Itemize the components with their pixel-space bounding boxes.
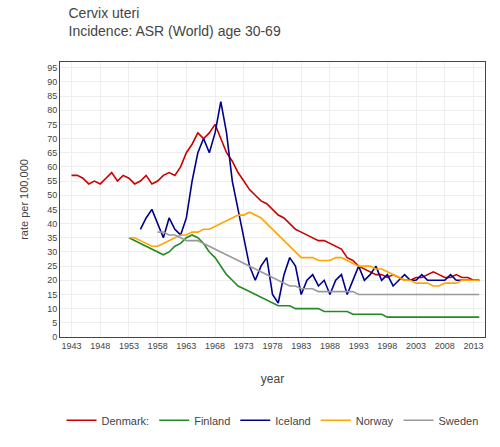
svg-text:Finland: Finland [194, 415, 230, 427]
svg-text:1948: 1948 [90, 341, 110, 351]
svg-text:25: 25 [47, 261, 57, 271]
svg-text:40: 40 [47, 219, 57, 229]
svg-text:45: 45 [47, 205, 57, 215]
svg-text:35: 35 [47, 233, 57, 243]
svg-text:1978: 1978 [262, 341, 282, 351]
svg-text:1953: 1953 [119, 341, 139, 351]
svg-text:60: 60 [47, 162, 57, 172]
svg-text:Sweden: Sweden [439, 415, 479, 427]
svg-text:85: 85 [47, 91, 57, 101]
svg-text:1988: 1988 [320, 341, 340, 351]
svg-text:year: year [261, 372, 284, 386]
svg-text:70: 70 [47, 134, 57, 144]
svg-text:0: 0 [52, 332, 57, 342]
svg-text:75: 75 [47, 120, 57, 130]
svg-text:5: 5 [52, 318, 57, 328]
svg-text:90: 90 [47, 77, 57, 87]
svg-text:1993: 1993 [349, 341, 369, 351]
svg-text:55: 55 [47, 176, 57, 186]
svg-text:rate per 100,000: rate per 100,000 [18, 159, 30, 240]
svg-text:1968: 1968 [205, 341, 225, 351]
svg-text:1958: 1958 [148, 341, 168, 351]
svg-text:1998: 1998 [377, 341, 397, 351]
svg-text:2003: 2003 [406, 341, 426, 351]
svg-text:Denmark:: Denmark: [102, 415, 150, 427]
svg-text:30: 30 [47, 247, 57, 257]
svg-text:Cervix uteriIncidence: ASR (Wo: Cervix uteriIncidence: ASR (World) age 3… [69, 5, 281, 39]
svg-text:1963: 1963 [176, 341, 196, 351]
svg-text:2013: 2013 [463, 341, 483, 351]
svg-text:Norway: Norway [356, 415, 394, 427]
svg-text:Iceland: Iceland [275, 415, 310, 427]
svg-text:95: 95 [47, 63, 57, 73]
svg-text:20: 20 [47, 275, 57, 285]
svg-text:65: 65 [47, 148, 57, 158]
svg-text:15: 15 [47, 290, 57, 300]
svg-text:80: 80 [47, 105, 57, 115]
svg-text:50: 50 [47, 190, 57, 200]
svg-text:1973: 1973 [234, 341, 254, 351]
svg-text:1983: 1983 [291, 341, 311, 351]
svg-text:2008: 2008 [435, 341, 455, 351]
svg-text:10: 10 [47, 304, 57, 314]
svg-text:1943: 1943 [61, 341, 81, 351]
